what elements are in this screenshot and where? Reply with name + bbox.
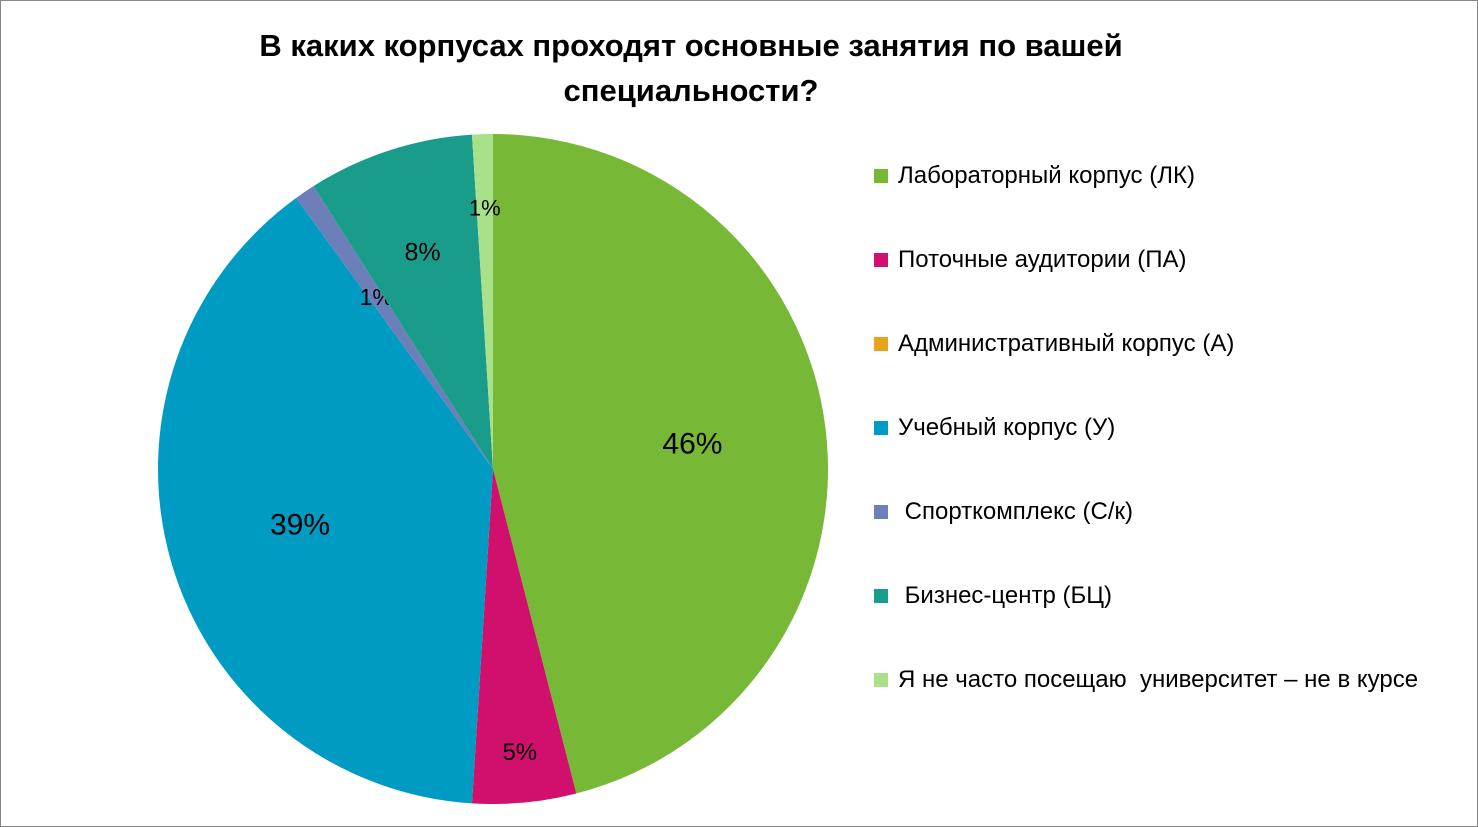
pie-slice-4 (158, 197, 493, 804)
legend-label: Лабораторный корпус (ЛК) (898, 162, 1195, 189)
slice-data-label-6: 8% (405, 238, 441, 266)
chart-title: В каких корпусах проходят основные занят… (259, 28, 1123, 108)
legend-item-5: Спорткомплекс (С/к) (874, 492, 1418, 532)
pie-slice-1 (493, 134, 829, 794)
legend-item-3: Административный корпус (А) (874, 324, 1418, 364)
legend-swatch (874, 169, 888, 183)
slice-data-label-4: 39% (270, 509, 330, 542)
legend-swatch (874, 421, 888, 435)
pie-slice-7 (471, 134, 493, 469)
legend-label: Спорткомплекс (С/к) (898, 498, 1134, 525)
legend-label: Административный корпус (А) (898, 330, 1235, 357)
legend-swatch (874, 337, 888, 351)
slice-data-label-2: 5% (502, 739, 537, 766)
slice-data-label-1: 46% (662, 427, 722, 460)
pie-slice-5 (296, 186, 493, 469)
pie-slice-2 (471, 469, 577, 804)
legend-label: Бизнес-центр (БЦ) (898, 582, 1112, 609)
chart-legend: Лабораторный корпус (ЛК) Поточные аудитор… (874, 156, 1418, 744)
legend-swatch (874, 253, 888, 267)
legend-item-1: Лабораторный корпус (ЛК) (874, 156, 1418, 196)
legend-label: Поточные аудитории (ПА) (898, 246, 1187, 273)
legend-item-4: Учебный корпус (У) (874, 408, 1418, 448)
legend-swatch (874, 673, 888, 687)
legend-swatch (874, 589, 888, 603)
legend-item-6: Бизнес-центр (БЦ) (874, 576, 1418, 616)
legend-label: Я не часто посещаю университет – не в ку… (898, 666, 1419, 693)
legend-item-2: Поточные аудитории (ПА) (874, 240, 1418, 280)
legend-label: Учебный корпус (У) (898, 414, 1116, 441)
slice-data-label-7: 1% (469, 195, 501, 220)
pie-slice-6 (313, 134, 493, 469)
legend-item-7: Я не часто посещаю университет – не в ку… (874, 660, 1418, 700)
legend-swatch (874, 505, 888, 519)
